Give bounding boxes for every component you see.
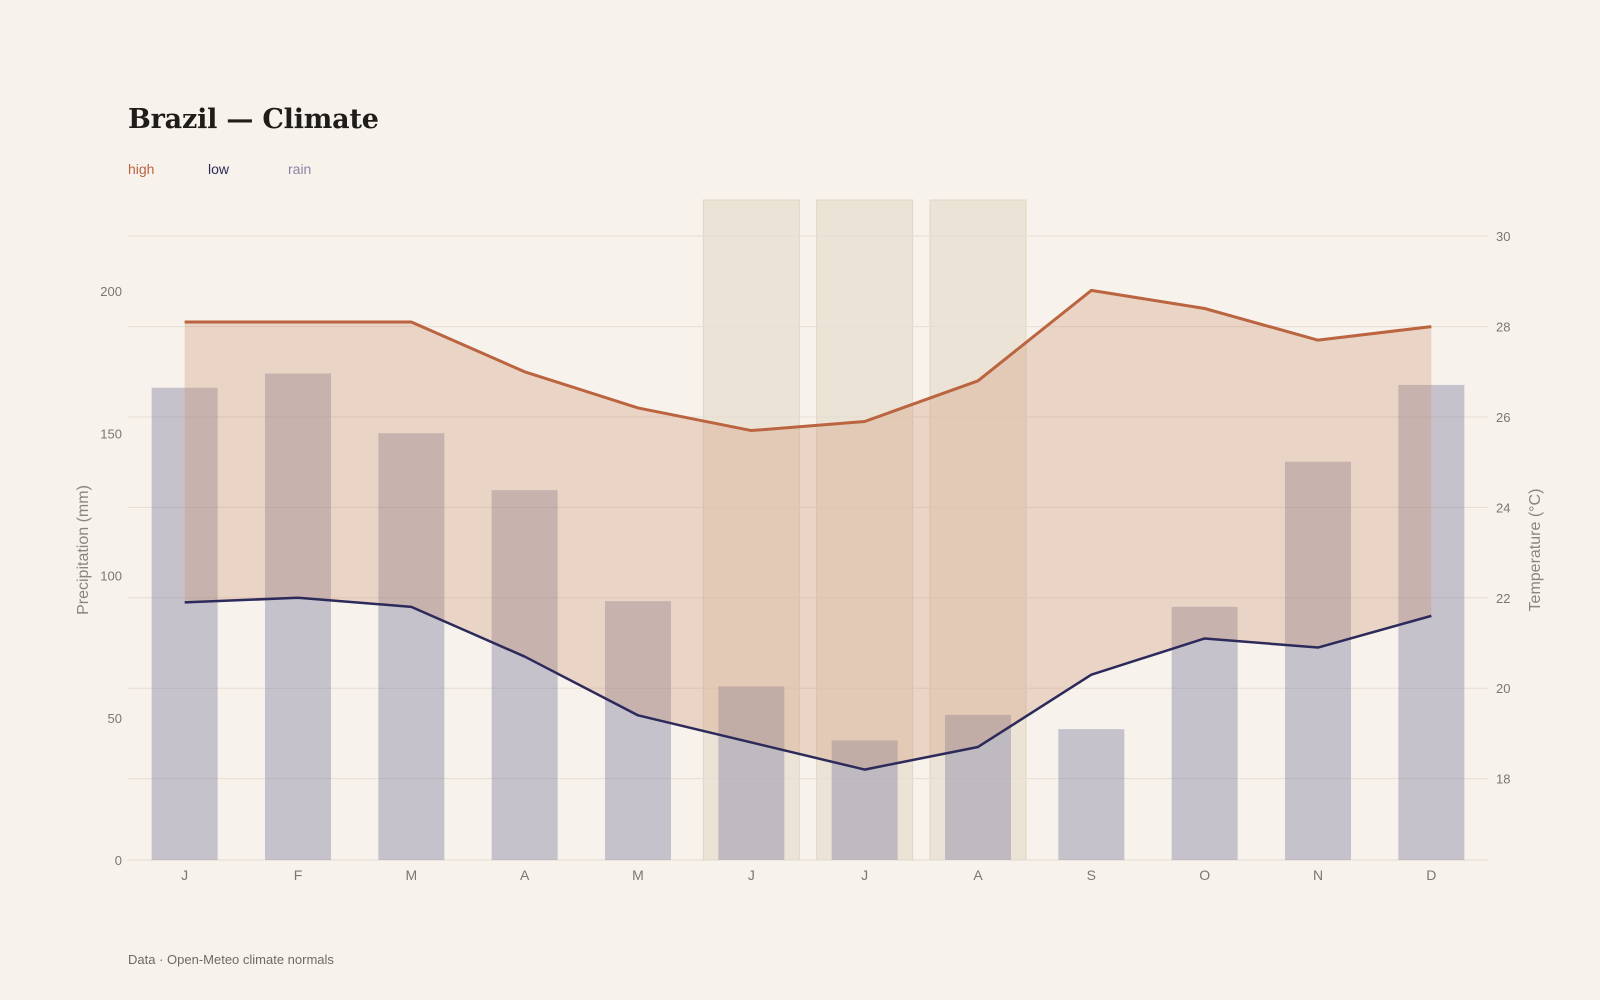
x-tick-label: M (632, 867, 644, 883)
rain-bar (831, 740, 898, 860)
legend-low: low (208, 161, 230, 177)
x-tick-label: D (1426, 867, 1436, 883)
x-tick-label: O (1199, 867, 1210, 883)
rain-bar (1285, 461, 1351, 860)
y-right-tick-label: 24 (1496, 500, 1510, 515)
y-left-tick-label: 50 (108, 711, 122, 726)
rain-bar (718, 686, 785, 860)
y-left-tick-label: 150 (100, 426, 122, 441)
x-tick-label: M (405, 867, 417, 883)
rain-bar (378, 433, 445, 860)
y-right-tick-label: 28 (1496, 320, 1510, 335)
x-tick-label: N (1313, 867, 1323, 883)
y-right-tick-label: 26 (1496, 410, 1510, 425)
y-left-tick-label: 0 (115, 853, 122, 868)
rain-bar (945, 714, 1011, 860)
y-right-tick-label: 18 (1496, 772, 1510, 787)
y-left-axis-title: Precipitation (mm) (75, 485, 92, 615)
legend: high low rain (128, 161, 368, 177)
rain-bar (265, 373, 331, 860)
temperature-band (184, 290, 1432, 770)
y-right-tick-label: 30 (1496, 229, 1510, 244)
rain-bar (491, 490, 558, 860)
legend-rain: rain (288, 161, 312, 177)
y-right-tick-label: 22 (1496, 591, 1510, 606)
x-tick-label: A (973, 867, 983, 883)
high-line (184, 288, 1432, 433)
chart-title: Brazil — Climate (128, 104, 379, 135)
legend-high: high (128, 161, 155, 177)
highlight-column (816, 199, 914, 861)
footer-source: Data · Open-Meteo climate normals (128, 952, 334, 967)
low-line (184, 596, 1432, 771)
x-tick-label: F (294, 867, 303, 883)
highlight-column (929, 199, 1027, 861)
rain-bar (1171, 606, 1238, 860)
rain-bar (151, 387, 218, 860)
y-right-axis-title: Temperature (°C) (1527, 489, 1544, 612)
x-tick-label: J (181, 867, 188, 883)
rain-bar (1058, 729, 1125, 860)
rain-bar (605, 601, 671, 860)
x-tick-label: S (1087, 867, 1096, 883)
x-tick-label: A (520, 867, 530, 883)
x-tick-label: J (861, 867, 868, 883)
x-tick-label: J (748, 867, 755, 883)
y-right-tick-label: 20 (1496, 681, 1510, 696)
y-left-tick-label: 100 (100, 569, 122, 584)
y-left-tick-label: 200 (100, 284, 122, 299)
